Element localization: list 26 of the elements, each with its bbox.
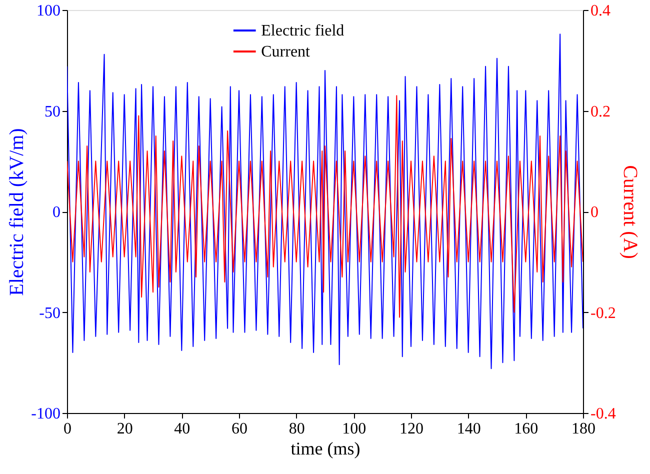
x-tick-label: 100	[342, 420, 366, 438]
x-tick-label: 0	[64, 420, 72, 438]
y2-axis-title: Current (A)	[618, 165, 641, 259]
x-tick-label: 40	[174, 420, 190, 438]
line-series	[67, 95, 583, 318]
x-tick-label: 60	[232, 420, 248, 438]
y-tick-label: 50	[44, 103, 60, 120]
y2-tick-label: -0.4	[590, 406, 616, 422]
y-tick-label: 0	[52, 204, 60, 221]
y2-tick-label: 0.4	[590, 2, 610, 20]
x-tick-label: 20	[116, 420, 133, 438]
x-axis-title: time (ms)	[290, 438, 360, 458]
x-tick-label: 140	[456, 420, 481, 438]
legend-label: Current	[261, 44, 311, 60]
y-tick-label: -100	[31, 406, 60, 422]
y2-tick-label: 0.2	[590, 103, 610, 120]
x-tick-label: 80	[288, 420, 305, 438]
y-tick-label: 100	[36, 2, 60, 20]
legend-label: Electric field	[261, 22, 344, 40]
y-tick-label: -50	[39, 304, 60, 322]
y2-tick-label: -0.2	[590, 304, 616, 322]
x-tick-label: 180	[572, 420, 596, 438]
x-tick-label: 160	[514, 420, 538, 438]
y-axis-title: Electric field (kV/m)	[6, 128, 28, 296]
y2-tick-label: 0	[590, 204, 598, 221]
x-tick-label: 120	[400, 420, 424, 438]
